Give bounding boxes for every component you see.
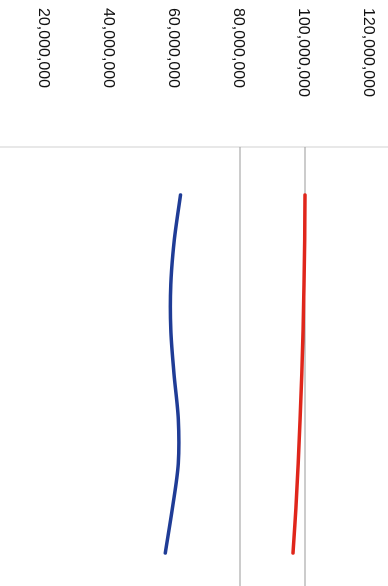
tick-label-3: 60,000,000 — [165, 8, 182, 88]
tick-label-2: 80,000,000 — [230, 8, 247, 88]
tick-labels: 120,000,000 100,000,000 80,000,000 60,000,0… — [35, 8, 377, 97]
tick-label-0: 120,000,000 — [360, 8, 377, 97]
series-lines — [163, 193, 307, 555]
series-line-0 — [291, 193, 307, 555]
series-line-1 — [163, 193, 183, 555]
tick-label-5: 20,000,000 — [35, 8, 52, 88]
tick-label-4: 40,000,000 — [100, 8, 117, 88]
tick-label-1: 100,000,000 — [295, 8, 312, 97]
